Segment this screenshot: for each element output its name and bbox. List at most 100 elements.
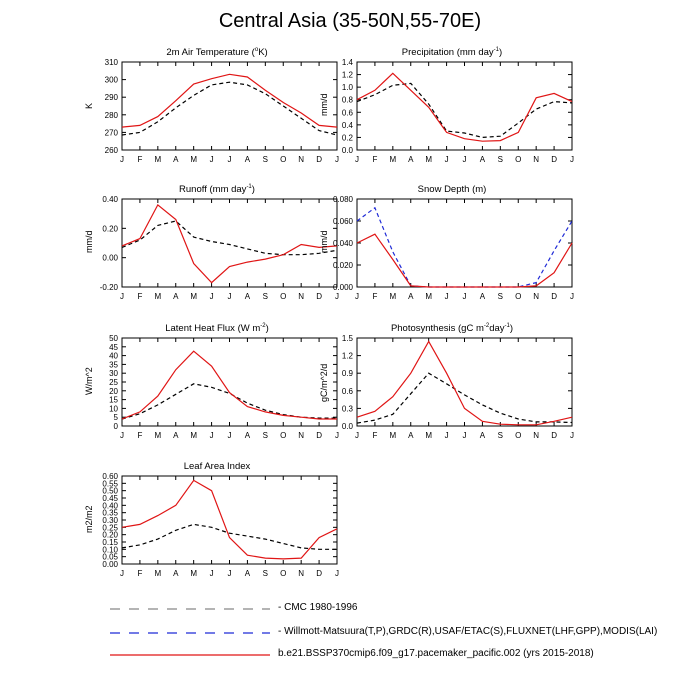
y-tick-label: 0.00 [102,254,118,263]
x-tick-label: J [570,155,574,164]
observation-series-line [121,383,337,420]
x-tick-label: A [480,155,486,164]
x-tick-label: J [120,431,124,440]
x-tick-label: J [335,569,339,578]
model-series-line [121,479,338,560]
x-tick-label: D [316,292,322,301]
y-tick-label: 0.35 [102,509,118,518]
x-tick-label: J [210,431,214,440]
chart-svg: 0.0 0.3 0.6 0.9 1.2 1.5 J F M A M J J A S O N D J [342,334,574,440]
panel-title: Precipitation (mm day-1) [401,47,503,59]
x-tick-label: O [280,292,286,301]
legend-entry: - CMC 1980-1996 [110,602,670,616]
x-tick-label: J [355,292,359,301]
main-title: Central Asia (35-50N,55-70E) [218,10,482,32]
y-tick-label: 0.20 [102,224,118,233]
observation-series-line [121,523,337,550]
x-tick-label: M [154,292,161,301]
y-tick-label: 0.4 [342,121,354,130]
x-tick-label: M [389,155,396,164]
model-series-line [356,72,573,142]
x-tick-label: D [551,431,557,440]
y-tick-label: 0.00 [102,560,118,569]
model-series-line [356,233,573,288]
y-tick-label: 0.000 [333,283,354,292]
legend-label: b.e21.BSSP370cmip6.f09_g17.pacemaker_pac… [278,648,594,659]
x-tick-label: J [228,569,232,578]
x-tick-label: J [210,569,214,578]
y-tick-label: 0.9 [342,369,354,378]
y-tick-label: -0.20 [100,283,119,292]
y-tick-label: 0.40 [102,195,118,204]
legend-line-swatch [110,608,270,610]
x-tick-label: A [408,155,414,164]
y-tick-label: 1.2 [342,71,354,80]
legend-line-swatch [110,654,270,656]
x-tick-label: A [173,292,179,301]
x-tick-label: A [245,431,251,440]
y-tick-label: 15 [109,396,118,405]
x-tick-label: J [228,431,232,440]
model-series-line [356,340,573,426]
panel-title: Runoff (mm day-1) [179,184,255,196]
x-tick-label: O [515,431,521,440]
x-tick-label: A [408,431,414,440]
chart-panel: Precipitation (mm day-1) mm/d 0.0 0.2 0.4 0.6… [317,47,574,195]
model-series-line [121,73,338,128]
chart-svg: 0.000.050.100.150.200.250.300.350.400.45… [102,472,339,578]
panel-title: Leaf Area Index [183,461,251,472]
x-tick-label: F [372,431,377,440]
x-tick-label: J [120,292,124,301]
x-tick-label: S [498,431,503,440]
x-tick-label: D [551,292,557,301]
y-tick-label: 0.2 [342,133,354,142]
x-tick-label: N [298,431,304,440]
x-tick-label: M [425,155,432,164]
x-tick-label: F [372,292,377,301]
y-tick-label: 0.6 [342,387,354,396]
x-tick-label: S [498,155,503,164]
x-tick-label: J [120,155,124,164]
y-tick-label: 0.040 [333,239,354,248]
y-tick-label: 1.5 [342,334,354,343]
x-tick-label: J [445,155,449,164]
plot-frame [121,337,338,427]
x-tick-label: J [335,431,339,440]
plot-frame [356,198,573,288]
x-tick-label: O [515,155,521,164]
x-tick-label: A [480,292,486,301]
y-tick-label: 0.3 [342,404,354,413]
x-tick-label: J [355,155,359,164]
x-tick-label: A [173,431,179,440]
chart-svg: 0.000 0.020 0.040 0.060 0.080 J F M A M J J A S O N D J [333,195,574,301]
x-tick-label: D [316,569,322,578]
chart-panel: Latent Heat Flux (W m-2) W/m^2 0 5 10 15 20 25 3… [82,323,339,471]
x-tick-label: D [316,431,322,440]
x-tick-label: D [551,155,557,164]
x-tick-label: J [463,431,467,440]
observation-series-line [121,220,338,256]
x-tick-label: O [515,292,521,301]
x-tick-label: J [335,292,339,301]
x-tick-label: A [245,292,251,301]
y-tick-label: 20 [109,387,118,396]
y-tick-label: 310 [105,58,119,67]
y-tick-label: 25 [109,378,118,387]
x-tick-label: J [445,431,449,440]
x-tick-label: F [372,155,377,164]
x-tick-label: M [425,292,432,301]
y-tick-label: 290 [105,93,119,102]
x-tick-label: F [137,431,142,440]
chart-panel: Leaf Area Index m2/m2 0.00 0.05 0.10 0.15 0.20… [82,461,339,609]
x-tick-label: M [190,431,197,440]
y-tick-label: 35 [109,360,118,369]
y-tick-label: 0.080 [333,195,354,204]
panel-title: 2m Air Temperature (oK) [166,47,268,59]
x-tick-label: J [228,292,232,301]
x-tick-label: M [154,569,161,578]
y-tick-label: 0.60 [102,472,118,481]
y-tick-label: 260 [105,146,119,155]
legend-line-swatch [110,632,270,634]
y-tick-label: 5 [114,413,119,422]
